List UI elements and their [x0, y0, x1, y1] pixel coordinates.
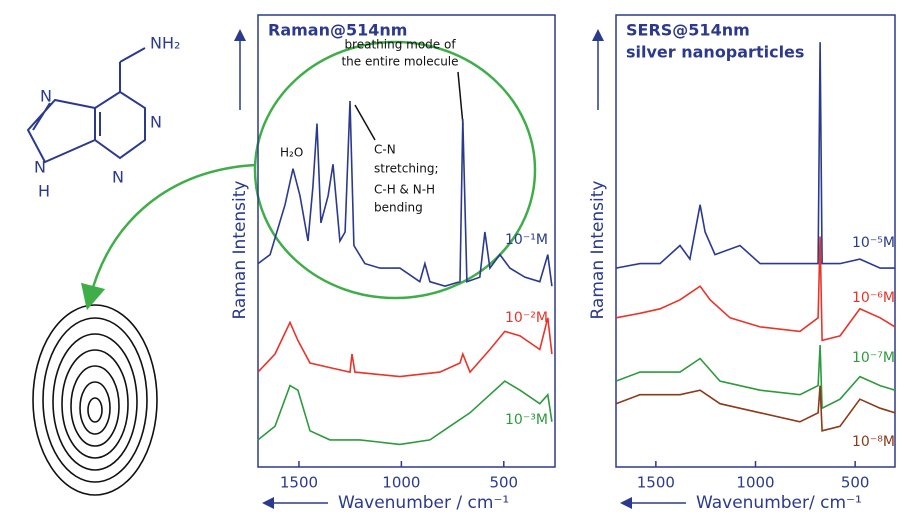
series-label: 10⁻⁷M — [852, 350, 895, 366]
chart-title: SERS@514nm — [626, 21, 750, 40]
x-tick-label: 1000 — [382, 474, 420, 492]
spectrum — [615, 344, 896, 410]
x-tick-label: 1000 — [736, 474, 774, 492]
annotation: C-N — [374, 143, 396, 157]
y-axis-label: Raman Intensity — [588, 180, 608, 319]
chart-subtitle: silver nanoparticles — [626, 43, 804, 62]
spectrum — [615, 42, 895, 269]
annotation: stretching; — [374, 162, 439, 176]
spectrum — [257, 380, 553, 446]
molecule — [26, 47, 146, 164]
x-tick-label: 500 — [489, 474, 518, 492]
x-tick-label: 1500 — [637, 474, 675, 492]
spectrum — [257, 100, 553, 288]
series-label: 10⁻⁵M — [852, 235, 895, 251]
atom: N — [112, 168, 124, 187]
spectrum — [257, 317, 553, 378]
annotation: the entire molecule — [341, 55, 458, 69]
highlight-ellipse — [253, 40, 537, 300]
series-label: 10⁻³M — [505, 412, 548, 428]
series-label: 10⁻²M — [505, 310, 548, 326]
atom-labels: NH₂ N N N N H — [34, 34, 180, 201]
y-axis-label: Raman Intensity — [230, 180, 250, 319]
annotation: C-H & N-H — [374, 183, 435, 197]
atom: N — [40, 87, 52, 106]
annotation: breathing mode of — [344, 38, 456, 52]
atom: H — [38, 182, 50, 201]
plot-frame — [257, 14, 556, 468]
x-tick-label: 500 — [841, 474, 870, 492]
arrow — [81, 163, 256, 311]
series-label: 10⁻¹M — [505, 232, 548, 248]
series-label: 10⁻⁶M — [852, 290, 895, 306]
x-tick-label: 1500 — [280, 474, 318, 492]
atom: NH₂ — [150, 34, 180, 53]
x-axis-label: Wavenumber/ cm⁻¹ — [696, 493, 862, 513]
annotation: bending — [374, 201, 423, 215]
atom: N — [150, 113, 162, 132]
chart-title: Raman@514nm — [268, 21, 407, 40]
fingerprint — [32, 304, 158, 496]
spectrum — [615, 236, 896, 342]
annotation-pointer — [457, 71, 464, 126]
annotation-pointer — [354, 104, 376, 141]
spectrum — [615, 385, 896, 432]
series-label: 10⁻⁸M — [852, 434, 895, 450]
annotation: H₂O — [280, 146, 303, 160]
atom: N — [34, 158, 46, 177]
x-axis-label: Wavenumber / cm⁻¹ — [338, 493, 509, 513]
